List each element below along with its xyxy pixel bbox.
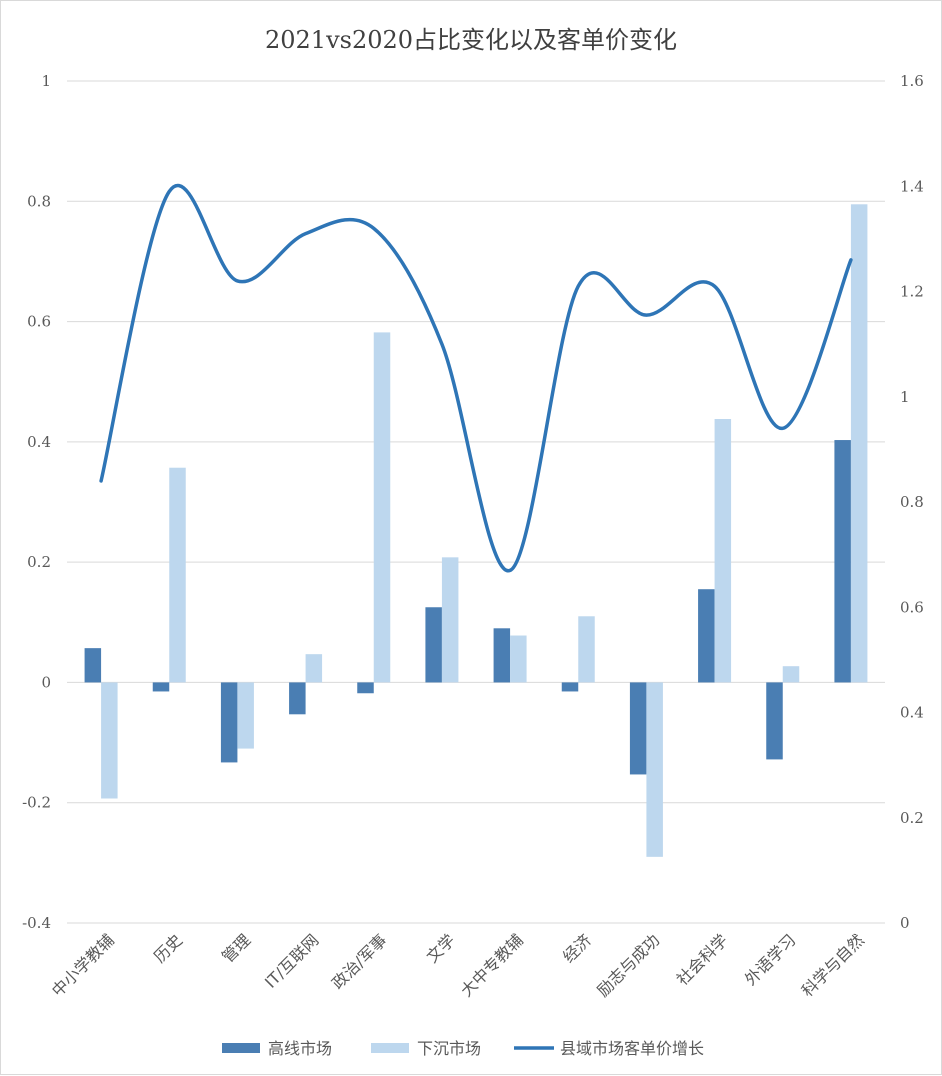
legend-label: 下沉市场 bbox=[417, 1039, 481, 1058]
left-axis-tick-label: 0.2 bbox=[27, 553, 51, 571]
right-axis-ticks: 0 0.2 0.4 0.6 0.8 1 1.2 1.4 1.6 bbox=[900, 72, 924, 932]
category-label: 励志与成功 bbox=[593, 930, 663, 1000]
category-label: 历史 bbox=[150, 930, 186, 966]
right-axis-tick-label: 0.6 bbox=[900, 598, 924, 616]
legend-label: 高线市场 bbox=[268, 1039, 332, 1058]
bar-high-tier bbox=[493, 628, 511, 683]
bar-high-tier bbox=[357, 682, 374, 694]
category-label: 管理 bbox=[218, 930, 254, 966]
category-label: 社会科学 bbox=[673, 930, 732, 989]
bar-lower-tier bbox=[510, 635, 527, 683]
right-axis-tick-label: 0.2 bbox=[900, 809, 924, 827]
bar-lower-tier bbox=[441, 557, 459, 683]
category-label: 经济 bbox=[559, 930, 595, 966]
right-axis-tick-label: 0.4 bbox=[900, 704, 924, 722]
category-label: 中小学教辅 bbox=[48, 930, 118, 1000]
bar-lower-tier bbox=[305, 654, 323, 683]
chart-title: 2021vs2020占比变化以及客单价变化 bbox=[265, 26, 677, 54]
bar-high-tier bbox=[425, 607, 442, 683]
gridlines bbox=[67, 80, 885, 924]
price-growth-line bbox=[99, 183, 853, 573]
left-axis-tick-label: -0.4 bbox=[22, 914, 51, 932]
right-axis-tick-label: 1.4 bbox=[900, 177, 924, 195]
category-label: 政治/军事 bbox=[328, 930, 391, 993]
bar-lower-tier bbox=[101, 682, 118, 799]
bar-lower-tier bbox=[850, 204, 868, 683]
bar-high-tier bbox=[152, 682, 170, 692]
left-axis-tick-label: 0 bbox=[41, 673, 51, 691]
legend-swatch bbox=[222, 1043, 260, 1053]
category-label: 外语学习 bbox=[741, 930, 800, 989]
price-growth-line-path bbox=[99, 183, 853, 573]
bar-high-tier bbox=[698, 589, 715, 683]
left-axis-tick-label: -0.2 bbox=[22, 794, 51, 812]
bar-lower-tier bbox=[578, 616, 595, 683]
bar-high-tier bbox=[84, 648, 102, 683]
bar-lower-tier bbox=[237, 682, 254, 749]
bar-lower-tier bbox=[373, 332, 391, 683]
category-label: IT/互联网 bbox=[261, 930, 322, 991]
category-label: 科学与自然 bbox=[798, 930, 868, 1000]
bar-lower-tier bbox=[782, 666, 800, 683]
legend: 高线市场 下沉市场 县域市场客单价增长 bbox=[222, 1039, 704, 1058]
bar-high-tier bbox=[220, 682, 238, 763]
left-axis-tick-label: 0.6 bbox=[27, 313, 51, 331]
left-axis-ticks: -0.4 -0.2 0 0.2 0.4 0.6 0.8 1 bbox=[22, 72, 51, 932]
bar-lower-tier bbox=[714, 419, 732, 683]
right-axis-tick-label: 1.2 bbox=[900, 283, 924, 301]
left-axis-tick-label: 0.4 bbox=[27, 433, 51, 451]
category-label: 大中专教辅 bbox=[457, 930, 527, 1000]
bar-high-tier bbox=[834, 440, 851, 683]
bar-high-tier bbox=[766, 682, 783, 760]
right-axis-tick-label: 0.8 bbox=[900, 493, 924, 511]
left-axis-tick-label: 0.8 bbox=[27, 192, 51, 210]
left-axis-tick-label: 1 bbox=[41, 72, 51, 90]
bar-high-tier bbox=[289, 682, 306, 715]
right-axis-tick-label: 1 bbox=[900, 388, 910, 406]
bar-lower-tier bbox=[169, 467, 186, 683]
right-axis-tick-label: 0 bbox=[900, 914, 910, 932]
category-label: 文学 bbox=[423, 930, 459, 966]
right-axis-tick-label: 1.6 bbox=[900, 72, 924, 90]
bar-lower-tier bbox=[646, 682, 663, 857]
bars bbox=[84, 204, 868, 857]
legend-swatch bbox=[371, 1043, 409, 1053]
bar-high-tier bbox=[561, 682, 579, 692]
legend-label: 县域市场客单价增长 bbox=[560, 1039, 704, 1058]
bar-high-tier bbox=[629, 682, 647, 775]
